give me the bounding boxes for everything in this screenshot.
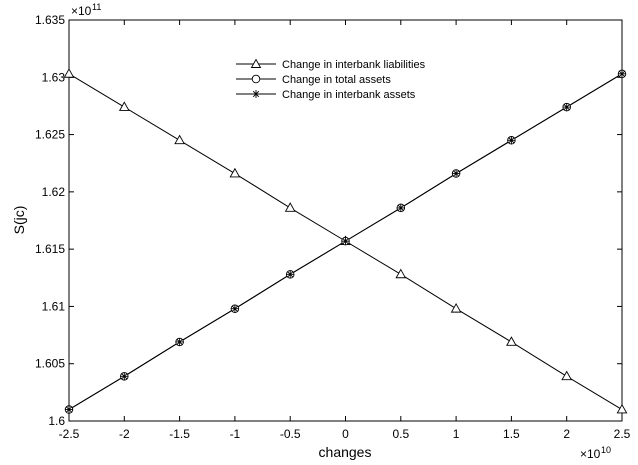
data-point-interbank-assets (341, 237, 350, 246)
legend-marker-liabilities (250, 58, 262, 68)
x-tick-label: -2 (119, 427, 130, 441)
y-tick-label: 1.6 (48, 414, 65, 428)
legend-marker-total-assets (251, 74, 261, 84)
y-tick-label: 1.625 (35, 128, 65, 142)
legend-label-interbank-assets: Change in interbank assets (282, 89, 416, 101)
y-tick-label: 1.635 (35, 13, 65, 27)
data-point-liabilities (450, 303, 462, 313)
data-point-interbank-assets (175, 337, 184, 346)
y-tick-label: 1.62 (42, 185, 66, 199)
data-point-liabilities (63, 68, 75, 78)
x-exponent-base: ×10 (580, 447, 601, 460)
legend: Change in interbank liabilities Change i… (236, 58, 426, 101)
plot-area (68, 19, 623, 422)
data-point-liabilities (118, 101, 130, 111)
data-point-liabilities (229, 167, 241, 178)
y-axis: 1.6 1.605 1.61 1.615 1.62 1.625 1.63 1.635 (35, 13, 622, 428)
data-point-interbank-assets (562, 103, 571, 112)
data-point-interbank-assets (65, 405, 73, 414)
data-point-liabilities (174, 134, 185, 145)
y-exponent-base: ×10 (71, 4, 92, 18)
data-point-interbank-assets (120, 372, 129, 381)
series-layer (63, 68, 628, 414)
data-point-liabilities (561, 370, 573, 381)
data-point-liabilities (395, 268, 407, 279)
data-point-interbank-assets (396, 203, 405, 212)
x-axis-label: changes (319, 444, 372, 460)
data-point-liabilities (506, 336, 517, 346)
y-exponent-power: 11 (92, 2, 101, 12)
legend-marker-interbank-assets (252, 90, 260, 98)
x-tick-label: -2.5 (59, 427, 80, 441)
data-point-liabilities (616, 403, 628, 414)
data-point-interbank-assets (452, 169, 461, 178)
legend-label-liabilities: Change in interbank liabilities (282, 59, 426, 71)
y-tick-label: 1.605 (35, 357, 65, 371)
legend-item-liabilities: Change in interbank liabilities (236, 58, 426, 71)
y-tick-label: 1.61 (42, 299, 66, 313)
x-exponent-power: 10 (601, 445, 611, 455)
x-tick-label: 1.5 (503, 427, 520, 441)
legend-label-total-assets: Change in total assets (282, 74, 391, 86)
data-point-interbank-assets (286, 270, 295, 279)
legend-item-total-assets: Change in total assets (236, 74, 391, 86)
x-tick-label: 1 (453, 427, 460, 441)
y-tick-label: 1.615 (35, 242, 65, 256)
y-axis-label: S(jc) (11, 206, 27, 235)
data-point-interbank-assets (618, 69, 626, 78)
y-tick-label: 1.63 (42, 70, 66, 84)
x-tick-label: 0 (342, 427, 349, 441)
x-tick-label: 2 (563, 427, 570, 441)
legend-item-interbank-assets: Change in interbank assets (236, 89, 416, 101)
x-tick-label: -0.5 (280, 427, 301, 441)
data-point-liabilities (284, 202, 296, 212)
data-point-interbank-assets (507, 136, 516, 145)
data-point-interbank-assets (230, 304, 239, 313)
x-tick-label: -1 (230, 427, 241, 441)
x-tick-label: 0.5 (392, 427, 409, 441)
x-axis: -2.5 -2 -1.5 -1 -0.5 0 0.5 1 1.5 2 2.5 (59, 20, 631, 441)
x-tick-label: -1.5 (169, 427, 190, 441)
x-tick-label: 2.5 (614, 427, 631, 441)
